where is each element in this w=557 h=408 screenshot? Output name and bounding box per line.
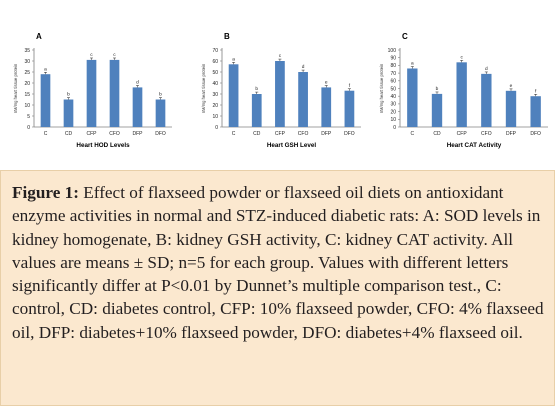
x-axis-label: Heart GSH Level: [267, 142, 317, 149]
x-tick-label: CFO: [109, 131, 120, 137]
bar: [251, 94, 262, 127]
bar: [298, 72, 308, 127]
significance-letter: c: [113, 53, 116, 58]
chart-panel-b: B 0 10 20 30 40 50 60 70 nM/mg heart tissue prote…: [201, 32, 361, 149]
bar: [407, 68, 418, 127]
significance-letter: d: [302, 64, 305, 70]
y-axis-label: nM/mg heart tissue protein: [379, 63, 384, 113]
significance-letter: a: [411, 62, 414, 67]
y-tick-label: 0: [393, 125, 396, 131]
x-tick-label: DFO: [530, 131, 541, 137]
y-tick-label: 90: [390, 56, 396, 62]
y-tick-label: 70: [212, 48, 218, 54]
x-axis-label: Heart CAT Activity: [447, 142, 502, 149]
x-tick-label: DFP: [506, 131, 517, 137]
chart-panel-a: A 0 5 10 15 20 25 30 35 nM/mg heart tissue protei…: [13, 32, 172, 149]
significance-letter: f: [349, 83, 351, 89]
y-tick-label: 10: [390, 117, 396, 123]
x-tick-label: CD: [433, 131, 441, 137]
significance-letter: b: [436, 86, 439, 92]
x-tick-label: CFP: [457, 131, 468, 137]
y-tick-label: 20: [212, 103, 218, 109]
y-tick-label: 40: [212, 81, 218, 87]
x-tick-label: C: [44, 131, 48, 137]
y-axis-label: nM/mg heart tissue protein: [201, 63, 206, 113]
y-tick-label: 35: [24, 48, 30, 54]
x-tick-label: CD: [253, 131, 261, 137]
bar: [155, 99, 166, 127]
y-tick-label: 80: [390, 63, 396, 69]
y-tick-label: 50: [212, 70, 218, 76]
significance-letter: f: [535, 88, 537, 94]
y-tick-label: 0: [215, 125, 218, 131]
y-tick-label: 100: [388, 48, 397, 54]
bar: [228, 64, 239, 127]
significance-letter: b: [67, 92, 70, 98]
y-axis-label: nM/mg heart tissue protein: [13, 63, 18, 113]
figure-caption: Figure 1: Effect of flaxseed powder or f…: [12, 181, 547, 344]
y-tick-label: 15: [24, 92, 30, 98]
y-tick-label: 30: [212, 92, 218, 98]
y-tick-label: 30: [390, 102, 396, 108]
significance-letter: e: [325, 80, 328, 85]
caption-text: Effect of flaxseed powder or flaxseed oi…: [12, 183, 544, 342]
bar: [275, 61, 285, 127]
y-tick-label: 25: [24, 70, 30, 76]
x-tick-label: C: [232, 131, 236, 137]
x-axis-label: Heart HOD Levels: [76, 142, 130, 149]
bar: [132, 87, 143, 127]
significance-letter: c: [279, 54, 282, 59]
caption-box: Figure 1: Effect of flaxseed powder or f…: [0, 170, 555, 406]
y-tick-label: 0: [27, 125, 30, 131]
y-tick-label: 30: [24, 59, 30, 65]
y-tick-label: 10: [212, 114, 218, 120]
significance-letter: c: [90, 53, 93, 58]
bar: [321, 87, 332, 127]
y-tick-label: 10: [24, 103, 30, 109]
y-tick-label: 40: [390, 94, 396, 100]
significance-letter: d: [485, 66, 488, 72]
panel-label: C: [402, 32, 408, 41]
bar: [109, 59, 120, 127]
y-tick-label: 50: [390, 86, 396, 92]
bar: [86, 59, 97, 127]
x-tick-label: DFO: [344, 131, 355, 137]
y-tick-label: 20: [390, 109, 396, 115]
significance-letter: c: [460, 55, 463, 60]
bar: [456, 62, 467, 127]
bar: [344, 90, 355, 127]
significance-letter: a: [232, 57, 235, 62]
significance-letter: a: [44, 67, 47, 72]
bar: [481, 73, 492, 127]
panel-label: B: [224, 32, 230, 41]
bar: [63, 99, 74, 127]
x-tick-label: CFO: [298, 131, 309, 137]
caption-label: Figure 1:: [12, 183, 79, 202]
y-tick-label: 5: [27, 114, 30, 120]
bar: [530, 96, 541, 127]
y-tick-label: 60: [212, 59, 218, 65]
significance-letter: d: [136, 79, 139, 85]
x-tick-label: CFP: [275, 131, 286, 137]
x-tick-label: CD: [65, 131, 73, 137]
y-tick-label: 70: [390, 71, 396, 77]
bar: [505, 90, 517, 127]
significance-letter: b: [159, 92, 162, 98]
x-tick-label: DFP: [321, 131, 332, 137]
significance-letter: e: [510, 84, 513, 89]
bar: [431, 93, 443, 127]
x-tick-label: C: [411, 131, 415, 137]
x-tick-label: DFP: [133, 131, 144, 137]
x-tick-label: CFP: [87, 131, 98, 137]
panel-label: A: [36, 32, 42, 41]
x-tick-label: CFO: [481, 131, 492, 137]
significance-letter: b: [255, 86, 258, 92]
y-tick-label: 60: [390, 79, 396, 85]
x-tick-label: DFO: [155, 131, 166, 137]
y-tick-label: 20: [24, 81, 30, 87]
bar: [40, 74, 51, 127]
